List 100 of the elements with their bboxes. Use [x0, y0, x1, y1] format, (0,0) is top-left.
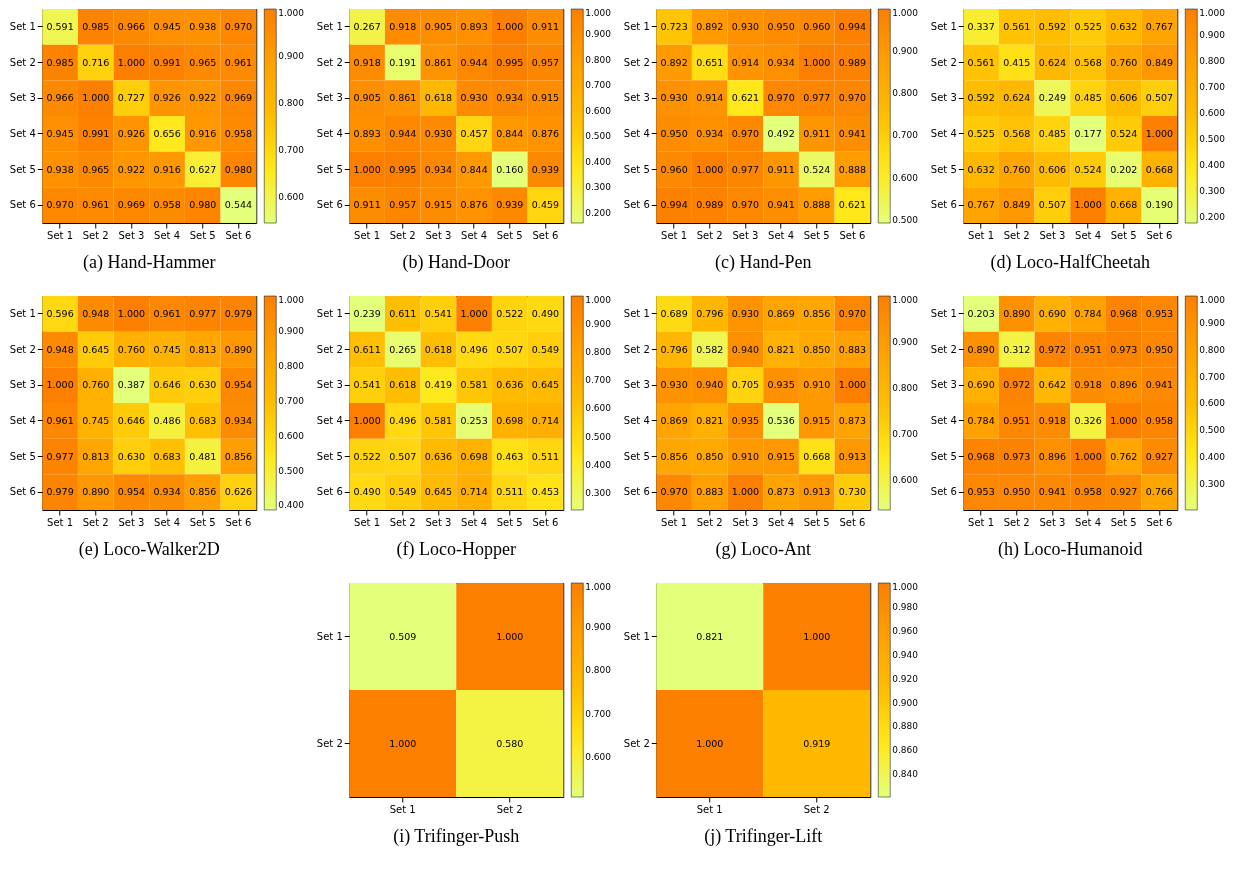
color-bar-label: 0.900 — [892, 46, 919, 57]
data-label: 0.645 — [82, 343, 110, 355]
color-bar-label: 0.600 — [585, 752, 612, 763]
data-label: 0.893 — [353, 127, 381, 139]
y-tick-label: Set 3 — [9, 379, 36, 391]
color-bar-label: 0.600 — [278, 430, 305, 441]
data-label: 1.000 — [117, 307, 146, 319]
y-tick-label: Set 3 — [316, 379, 343, 391]
color-bar-label: 1.000 — [1199, 8, 1226, 18]
x-tick-label: Set 4 — [768, 516, 795, 528]
data-label: 0.941 — [767, 199, 795, 211]
data-label: 0.979 — [46, 486, 74, 498]
data-label: 0.727 — [117, 92, 146, 104]
data-label: 0.485 — [1038, 127, 1067, 139]
data-label: 0.745 — [153, 343, 181, 355]
color-bar-label: 1.000 — [1199, 295, 1226, 305]
data-label: 1.000 — [496, 20, 524, 32]
y-tick-label: Set 2 — [9, 343, 36, 355]
data-label: 0.253 — [460, 414, 488, 426]
data-label: 0.636 — [496, 379, 524, 391]
data-label: 0.941 — [838, 127, 867, 139]
data-label: 0.890 — [1003, 307, 1031, 319]
y-tick-label: Set 4 — [9, 127, 36, 139]
data-label: 0.522 — [353, 450, 381, 462]
color-bar-label: 1.000 — [278, 295, 305, 305]
x-tick-label: Set 2 — [496, 803, 523, 815]
x-tick-label: Set 1 — [47, 229, 74, 241]
data-label: 0.606 — [1110, 92, 1138, 104]
x-tick-label: Set 3 — [1039, 229, 1066, 241]
data-label: 0.490 — [531, 307, 560, 319]
data-label: 0.507 — [1038, 199, 1067, 211]
data-label: 0.511 — [496, 486, 524, 498]
data-label: 0.930 — [460, 92, 488, 104]
color-bar-label: 0.840 — [892, 769, 919, 780]
x-tick-label: Set 3 — [118, 229, 145, 241]
data-label: 0.856 — [660, 450, 688, 462]
data-label: 1.000 — [353, 414, 381, 426]
data-label: 0.457 — [460, 127, 488, 139]
data-label: 0.190 — [1145, 199, 1174, 211]
color-bar-label: 0.700 — [278, 395, 305, 406]
data-label: 1.000 — [696, 163, 724, 175]
data-label: 0.941 — [1145, 379, 1174, 391]
data-label: 0.922 — [117, 163, 146, 175]
x-tick-label: Set 4 — [768, 229, 795, 241]
color-bar-label: 0.900 — [1199, 30, 1226, 40]
data-label: 0.961 — [82, 199, 110, 211]
data-label: 1.000 — [1145, 127, 1174, 139]
data-label: 0.919 — [803, 737, 831, 749]
data-label: 0.911 — [767, 163, 795, 175]
data-label: 0.970 — [767, 92, 795, 104]
data-label: 0.935 — [767, 379, 795, 391]
color-bar-label: 0.600 — [585, 403, 612, 414]
data-label: 0.892 — [660, 56, 688, 68]
data-label: 0.632 — [1110, 20, 1138, 32]
y-tick-label: Set 6 — [316, 199, 343, 211]
data-label: 0.844 — [460, 163, 488, 175]
y-tick-label: Set 5 — [316, 450, 343, 462]
y-tick-label: Set 3 — [623, 92, 650, 104]
y-tick-label: Set 6 — [316, 486, 343, 498]
color-bar-label: 0.400 — [1199, 160, 1226, 171]
data-label: 0.821 — [696, 630, 724, 642]
data-label: 0.965 — [82, 163, 110, 175]
data-label: 0.977 — [731, 163, 760, 175]
data-label: 0.934 — [696, 127, 724, 139]
data-label: 0.730 — [838, 486, 867, 498]
data-label: 0.989 — [838, 56, 867, 68]
data-label: 0.568 — [1003, 127, 1031, 139]
text: (c) Hand-Pen — [715, 252, 812, 273]
data-label: 0.624 — [1038, 56, 1067, 68]
data-label: 0.991 — [82, 127, 110, 139]
color-bar-label: 0.400 — [585, 459, 612, 470]
color-bar-label: 0.900 — [585, 319, 612, 330]
x-tick-label: Set 2 — [1003, 516, 1030, 528]
x-tick-label: Set 1 — [354, 229, 381, 241]
data-label: 0.958 — [224, 127, 253, 139]
y-tick-label: Set 2 — [623, 737, 650, 749]
data-label: 0.760 — [82, 379, 110, 391]
data-label: 0.911 — [353, 199, 381, 211]
y-tick-label: Set 4 — [316, 414, 343, 426]
data-label: 0.944 — [389, 127, 417, 139]
color-bar-label: 0.900 — [278, 50, 305, 61]
data-label: 0.968 — [967, 450, 995, 462]
data-label: 0.892 — [696, 20, 724, 32]
data-label: 0.957 — [389, 199, 417, 211]
data-label: 0.944 — [460, 56, 488, 68]
color-bar-label: 1.000 — [892, 295, 919, 305]
color-bar-label: 0.900 — [585, 29, 612, 40]
data-label: 0.844 — [496, 127, 524, 139]
x-tick-label: Set 3 — [1039, 516, 1066, 528]
y-tick-label: Set 6 — [9, 199, 36, 211]
data-label: 0.939 — [531, 163, 560, 175]
x-tick-label: Set 6 — [532, 516, 559, 528]
data-label: 0.957 — [531, 56, 560, 68]
color-bar-label: 0.500 — [278, 465, 305, 476]
data-label: 0.522 — [496, 307, 524, 319]
data-label: 1.000 — [353, 163, 381, 175]
data-label: 0.796 — [660, 343, 688, 355]
color-bar-label: 0.900 — [278, 325, 305, 336]
x-tick-label: Set 6 — [1146, 229, 1173, 241]
data-label: 0.980 — [189, 199, 217, 211]
